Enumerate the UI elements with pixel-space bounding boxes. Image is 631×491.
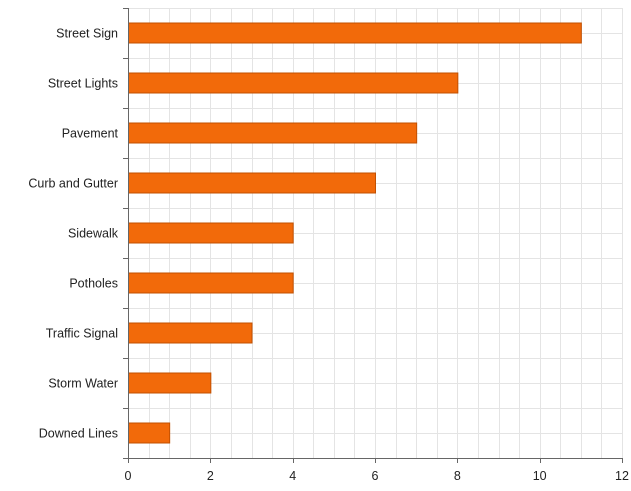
bar-traffic-signal [128, 322, 253, 344]
bar-street-sign [128, 22, 582, 44]
category-label: Traffic Signal [46, 327, 118, 341]
bar-storm-water [128, 372, 212, 394]
x-tick-label: 10 [533, 469, 547, 483]
category-label: Street Sign [56, 27, 118, 41]
x-tick-label: 4 [289, 469, 296, 483]
category-label: Street Lights [48, 77, 118, 91]
category-label: Sidewalk [68, 227, 119, 241]
bar-potholes [128, 272, 294, 294]
x-tick-label: 0 [125, 469, 132, 483]
category-label: Curb and Gutter [28, 177, 118, 191]
x-tick-label: 6 [372, 469, 379, 483]
chart-axes [123, 8, 623, 463]
bar-sidewalk [128, 222, 294, 244]
bar-curb-and-gutter [128, 172, 376, 194]
x-tick-label: 2 [207, 469, 214, 483]
chart-labels: Street Sign Street Lights Pavement Curb and… [28, 27, 629, 484]
category-label: Potholes [69, 277, 118, 291]
x-tick-label: 12 [615, 469, 629, 483]
chart-bars [128, 22, 582, 444]
bar-downed-lines [128, 422, 171, 444]
category-label: Storm Water [48, 377, 118, 391]
category-label: Downed Lines [39, 427, 118, 441]
bar-street-lights [128, 72, 459, 94]
bar-pavement [128, 122, 418, 144]
x-tick-label: 8 [454, 469, 461, 483]
category-label: Pavement [62, 127, 119, 141]
